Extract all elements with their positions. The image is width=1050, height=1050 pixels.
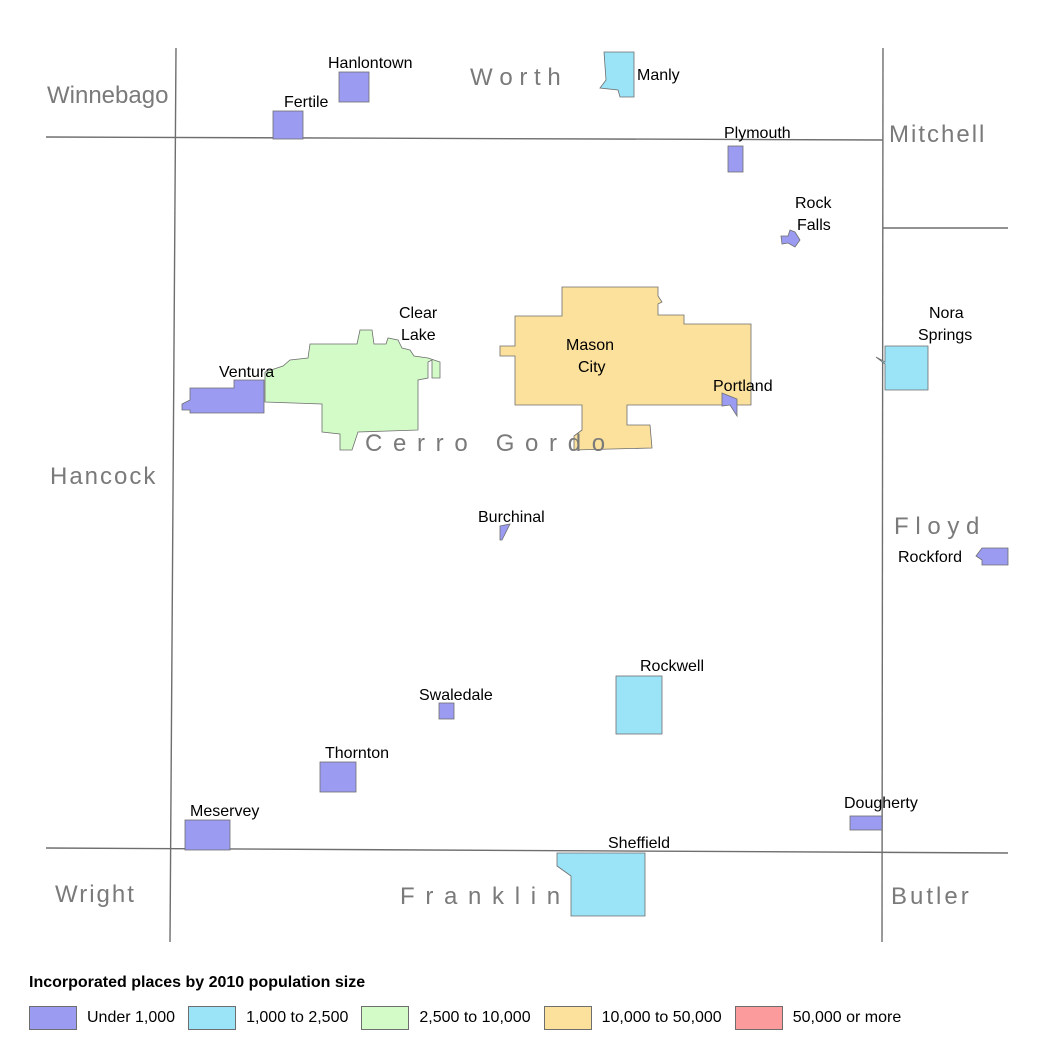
place-label-nora-springs-1: Nora [929, 305, 964, 322]
legend-swatch-10000-50000 [543, 1006, 592, 1030]
legend-swatch-1000-2500 [188, 1006, 237, 1030]
legend-swatch-2500-10000 [361, 1006, 410, 1030]
place-label-portland: Portland [713, 378, 773, 395]
place-sheffield [556, 852, 646, 917]
legend-label-1000-2500: 1,000 to 2,500 [246, 1009, 349, 1026]
place-label-nora-springs-2: Springs [918, 327, 972, 344]
places [181, 51, 1009, 917]
place-nora-springs [875, 345, 929, 391]
place-thornton [319, 761, 357, 793]
legend-items: Under 1,000 1,000 to 2,500 2,500 to 10,0… [29, 1006, 1039, 1030]
county-label-floyd: F l o y d [894, 513, 979, 540]
place-label-swaledale: Swaledale [419, 687, 493, 704]
place-label-plymouth: Plymouth [724, 125, 791, 142]
place-burchinal [499, 523, 511, 541]
place-label-clear-lake-2: Lake [401, 327, 436, 344]
place-label-meservey: Meservey [190, 803, 259, 820]
place-manly [599, 51, 635, 98]
legend-item-1000-2500: 1,000 to 2,500 [188, 1006, 348, 1030]
place-label-sheffield: Sheffield [608, 835, 670, 852]
place-label-rock-falls-2: Falls [797, 217, 831, 234]
place-plymouth [727, 145, 744, 173]
place-rockwell [615, 675, 663, 735]
place-label-thornton: Thornton [325, 745, 389, 762]
place-mason-city [499, 286, 752, 451]
legend-item-under-1000: Under 1,000 [29, 1006, 175, 1030]
county-label-mitchell: Mitchell [889, 121, 986, 148]
place-fertile [272, 110, 304, 140]
legend-swatch-50000-more [734, 1006, 783, 1030]
place-rockford [975, 547, 1009, 566]
legend: Incorporated places by 2010 population s… [29, 974, 1039, 1044]
place-label-manly: Manly [637, 67, 680, 84]
place-label-mason-city-2: City [578, 359, 606, 376]
county-label-wright: Wright [55, 881, 136, 908]
legend-label-50000-more: 50,000 or more [792, 1009, 902, 1026]
county-labels: Winnebago W o r t h Mitchell Hancock C e… [47, 64, 986, 910]
place-label-rockwell: Rockwell [640, 658, 704, 675]
legend-label-under-1000: Under 1,000 [87, 1009, 176, 1026]
legend-title: Incorporated places by 2010 population s… [29, 974, 366, 991]
county-label-hancock: Hancock [50, 463, 157, 490]
county-label-butler: Butler [891, 883, 972, 910]
place-labels: Hanlontown Fertile Manly Plymouth Rock F… [190, 55, 972, 852]
county-label-franklin: F r a n k l i n [400, 883, 562, 910]
legend-swatch-under-1000 [29, 1006, 77, 1030]
place-hanlontown [338, 71, 370, 103]
boundary-west-cerro-gordo [169, 47, 177, 943]
place-label-fertile: Fertile [284, 94, 329, 111]
place-label-mason-city-1: Mason [566, 337, 614, 354]
boundary-north-cerro-gordo [45, 136, 884, 141]
place-label-rockford: Rockford [898, 549, 962, 566]
place-portland [721, 392, 738, 418]
boundary-east-cerro-gordo [881, 47, 884, 943]
place-label-rock-falls-1: Rock [795, 195, 832, 212]
place-rock-falls [780, 229, 801, 248]
place-label-ventura: Ventura [219, 364, 274, 381]
legend-label-10000-50000: 10,000 to 50,000 [601, 1009, 722, 1026]
place-label-burchinal: Burchinal [478, 509, 545, 526]
place-clear-lake [264, 329, 441, 451]
place-swaledale [438, 702, 455, 720]
place-dougherty [849, 815, 883, 831]
place-ventura [181, 379, 265, 414]
place-label-hanlontown: Hanlontown [328, 55, 413, 72]
legend-label-2500-10000: 2,500 to 10,000 [419, 1009, 531, 1026]
county-label-winnebago: Winnebago [47, 82, 168, 109]
place-label-dougherty: Dougherty [844, 795, 918, 812]
place-meservey [184, 819, 231, 851]
legend-item-2500-10000: 2,500 to 10,000 [361, 1006, 531, 1030]
map-canvas: Winnebago W o r t h Mitchell Hancock C e… [45, 47, 1009, 943]
legend-item-50000-more: 50,000 or more [734, 1006, 902, 1030]
legend-item-10000-50000: 10,000 to 50,000 [543, 1006, 722, 1030]
county-label-cerro-gordo: C e r r o G o r d o [365, 430, 607, 457]
county-label-worth: W o r t h [470, 64, 561, 91]
place-label-clear-lake-1: Clear [399, 305, 438, 322]
